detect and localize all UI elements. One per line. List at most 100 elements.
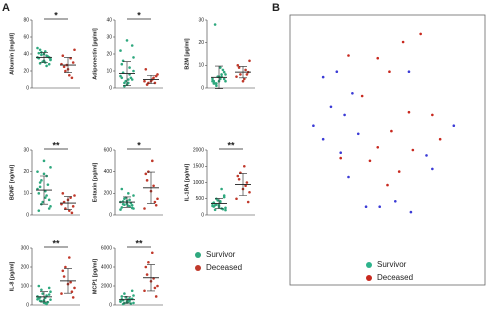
data-point [45, 194, 48, 197]
tsne-point [431, 167, 434, 171]
sd-bar [215, 198, 223, 210]
y-tick-label: 20 [106, 51, 112, 57]
data-point [127, 204, 130, 208]
data-point [130, 289, 134, 293]
significance-stars: * [137, 10, 141, 20]
legend-marker [195, 265, 201, 271]
sd-bar [147, 74, 155, 85]
data-point [71, 296, 75, 299]
significance-stars: ** [135, 238, 143, 248]
data-point [144, 265, 148, 269]
data-point [224, 206, 227, 210]
data-point [64, 265, 67, 269]
data-point [239, 73, 242, 76]
data-point [73, 194, 76, 197]
significance-stars: ** [52, 238, 60, 248]
sd-bar [40, 52, 48, 63]
sd-bar [123, 196, 131, 208]
data-point [144, 172, 148, 176]
data-point [68, 256, 71, 259]
data-point [38, 185, 42, 189]
tsne-point [364, 205, 368, 208]
tsne-point [411, 148, 415, 152]
tsne-point [409, 210, 413, 214]
data-point [36, 46, 39, 50]
data-point [220, 73, 223, 76]
data-point [219, 66, 222, 69]
legend-label: Deceased [206, 263, 242, 272]
data-point [224, 73, 227, 76]
data-point [38, 299, 42, 303]
data-point [143, 207, 146, 210]
data-point [213, 82, 217, 85]
y-tick-label: 40 [106, 17, 112, 23]
data-point [130, 203, 134, 207]
sd-bar [215, 65, 223, 89]
sd-bar [64, 57, 72, 73]
tsne-point [356, 132, 360, 136]
data-point [248, 190, 251, 194]
y-axis-label: MCP1 [pg/ml] [92, 259, 98, 294]
data-point [127, 78, 130, 81]
data-point [128, 198, 131, 202]
sd-bar [64, 268, 72, 294]
data-point [61, 192, 65, 195]
y-axis-label: Albumin [mg/dl] [9, 33, 15, 75]
y-axis-label: Eotaxin [pg/ml] [92, 162, 98, 202]
data-point [132, 56, 135, 59]
data-point [212, 205, 216, 208]
data-point [222, 77, 226, 81]
y-tick-label: 0 [26, 212, 29, 218]
y-tick-label: 600 [104, 147, 113, 153]
data-point [248, 59, 251, 63]
data-point [36, 170, 39, 173]
tsne-point [347, 54, 350, 57]
y-tick-label: 500 [196, 196, 205, 202]
y-tick-label: 6000 [101, 245, 112, 251]
y-axis-label: Adiponectin [µg/ml] [92, 28, 98, 80]
data-point [47, 207, 51, 210]
data-point [37, 51, 41, 55]
data-point [224, 79, 227, 83]
data-point [156, 197, 159, 201]
tsne-point [407, 70, 411, 73]
y-tick-label: 20 [23, 169, 29, 175]
y-tick-label: 200 [104, 191, 113, 197]
tsne-point [438, 137, 442, 141]
data-point [124, 79, 127, 83]
data-point [73, 48, 76, 52]
y-tick-label: 20 [23, 68, 29, 74]
data-point [151, 251, 154, 255]
data-point [237, 177, 241, 181]
data-point [154, 295, 158, 298]
sd-bar [40, 175, 48, 205]
significance-stars: ** [52, 140, 60, 150]
y-tick-label: 1500 [193, 164, 204, 170]
y-tick-label: 100 [21, 283, 30, 289]
y-tick-label: 10 [198, 63, 204, 69]
data-point [120, 295, 124, 298]
y-tick-label: 0 [201, 85, 204, 91]
data-point [120, 62, 124, 66]
tsne-point [343, 113, 346, 117]
legend-label: Deceased [377, 273, 413, 282]
data-point [44, 196, 47, 199]
data-point [130, 206, 134, 210]
y-axis-label: BDNF [ng/ml] [9, 165, 15, 200]
data-point [147, 260, 150, 264]
y-tick-label: 0 [201, 212, 204, 218]
significance-stars: * [137, 140, 141, 150]
data-point [130, 78, 134, 81]
data-point [46, 183, 50, 186]
tsne-point [394, 200, 397, 203]
tsne-point [425, 154, 428, 157]
y-tick-label: 300 [21, 245, 30, 251]
sd-bar [147, 264, 155, 292]
data-point [64, 207, 67, 210]
legend-marker [366, 262, 372, 268]
data-point [69, 280, 72, 284]
tsne-point [397, 170, 401, 173]
data-point [145, 179, 149, 182]
data-point [241, 79, 245, 83]
